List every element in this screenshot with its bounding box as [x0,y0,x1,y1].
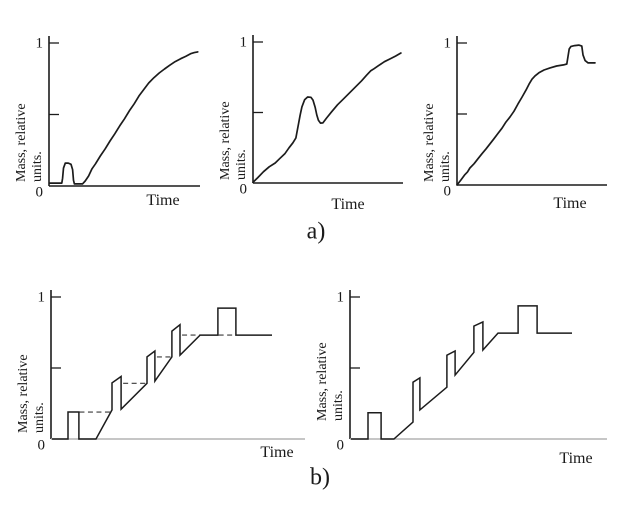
ytick-label-1-a-left: 1 [35,35,44,52]
y-axis-label-a-left: Mass, relative units. [14,103,45,182]
y-axis-label-line1-b-left: Mass, relative [16,354,31,433]
x-axis-label-a-left: Time [146,192,180,209]
origin-label-a-mid: 0 [239,181,248,198]
chart-b-right [349,290,607,440]
mass-curve-b-left [52,307,272,440]
x-axis-label-b-right: Time [559,450,593,467]
mass-curve-a-left [48,51,199,185]
chart-a-mid [252,35,403,184]
x-axis-label-b-left: Time [260,444,294,461]
y-axis-label-line1-a-mid: Mass, relative [218,101,233,180]
y-axis-label-line1-b-right: Mass, relative [315,342,330,421]
origin-label-b-right: 0 [336,437,345,454]
y-axis-label-line2-b-right: units. [330,390,346,421]
x-axis-label-a-right: Time [553,195,587,212]
chart-a-right [456,36,607,186]
y-axis-label-line1-a-left: Mass, relative [14,103,29,182]
y-axis-label-line2-a-mid: units. [233,149,249,180]
chart-a-left [48,36,200,187]
origin-label-b-left: 0 [37,437,46,454]
panel-label-b: b) [310,464,330,491]
y-axis-label-line1-a-right: Mass, relative [422,103,437,182]
y-axis-label-a-right: Mass, relative units. [422,103,453,182]
ytick-label-1-b-left: 1 [37,289,46,306]
y-axis-label-line2-a-right: units. [437,151,453,182]
ytick-label-1-a-right: 1 [443,35,452,52]
y-axis-label-a-mid: Mass, relative units. [218,101,249,180]
chart-b-left [50,290,305,440]
y-axis-label-line2-b-left: units. [31,402,47,433]
mass-curve-b-right [351,305,572,440]
origin-label-a-right: 0 [443,183,452,200]
mass-curve-a-mid [252,52,402,184]
y-axis-label-b-left: Mass, relative units. [16,354,47,433]
panel-label-a: a) [306,218,326,245]
ytick-label-1-b-right: 1 [336,289,345,306]
y-axis-label-line2-a-left: units. [29,151,45,182]
y-axis-label-b-right: Mass, relative units. [315,342,346,421]
origin-label-a-left: 0 [35,184,44,201]
x-axis-label-a-mid: Time [331,196,365,213]
ytick-label-1-a-mid: 1 [239,34,248,51]
mass-curve-a-right [456,44,596,186]
